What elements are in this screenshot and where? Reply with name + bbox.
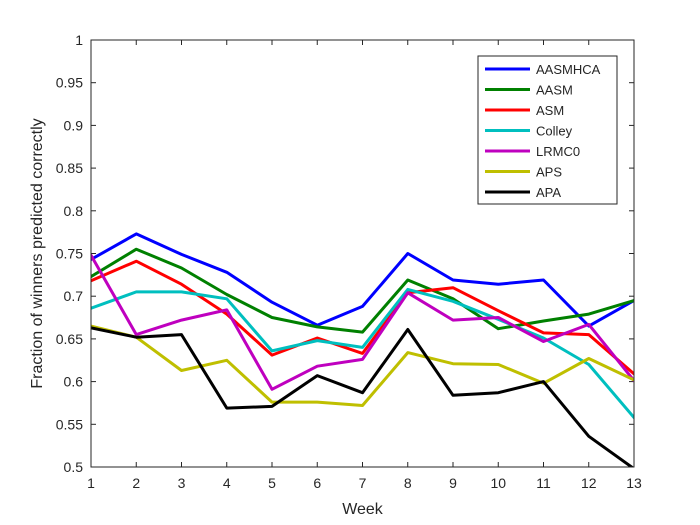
legend: AASMHCA AASM ASM Colley LRMC0 APS APA	[477, 55, 618, 205]
x-tick-label: 10	[490, 475, 506, 491]
x-tick-label: 2	[132, 475, 140, 491]
x-tick-label: 13	[626, 475, 642, 491]
x-tick-label: 3	[178, 475, 186, 491]
legend-label-lrmc0: LRMC0	[536, 144, 580, 159]
series-layer	[91, 232, 634, 467]
legend-label-aps: APS	[536, 165, 562, 180]
series-line-aasm	[91, 247, 634, 334]
x-tick-label: 6	[313, 475, 321, 491]
y-tick-label: 0.95	[56, 75, 83, 91]
series-line-aasmhca	[91, 232, 634, 328]
y-tick-label: 1	[75, 32, 83, 48]
x-tick-label: 9	[449, 475, 457, 491]
series-line-colley	[91, 287, 634, 419]
y-tick-label: 0.5	[64, 459, 84, 475]
legend-label-aasmhca: AASMHCA	[536, 62, 601, 77]
legend-label-colley: Colley	[536, 124, 573, 139]
x-axis-label: Week	[342, 501, 384, 518]
x-tick-label: 11	[536, 475, 551, 491]
y-tick-label: 0.65	[56, 331, 83, 347]
x-tick-label: 8	[404, 475, 412, 491]
y-tick-label: 0.6	[64, 374, 84, 390]
y-tick-label: 0.7	[64, 288, 84, 304]
legend-label-aasm: AASM	[536, 83, 573, 98]
x-tick-label: 12	[581, 475, 597, 491]
y-tick-label: 0.55	[56, 416, 83, 432]
x-tick-label: 5	[268, 475, 276, 491]
x-tick-label: 7	[359, 475, 367, 491]
plot-frame	[90, 39, 635, 468]
y-tick-label: 0.85	[56, 160, 83, 176]
y-tick-label: 0.8	[64, 203, 84, 219]
ticks-layer: 1 2 3 4 5 6 7 8 9 10 11 12 130.50.550.60.650.70.750.…	[56, 32, 642, 491]
y-axis-label: Fraction of winners predicted correctly	[29, 118, 46, 388]
series-line-apa	[91, 326, 634, 467]
x-tick-label: 1	[87, 475, 95, 491]
series-line-lrmc0	[91, 253, 634, 391]
series-line-asm	[91, 259, 634, 376]
y-tick-label: 0.75	[56, 246, 83, 262]
x-tick-label: 4	[223, 475, 231, 491]
legend-label-apa: APA	[536, 185, 561, 200]
y-tick-label: 0.9	[64, 117, 84, 133]
legend-label-asm: ASM	[536, 103, 564, 118]
